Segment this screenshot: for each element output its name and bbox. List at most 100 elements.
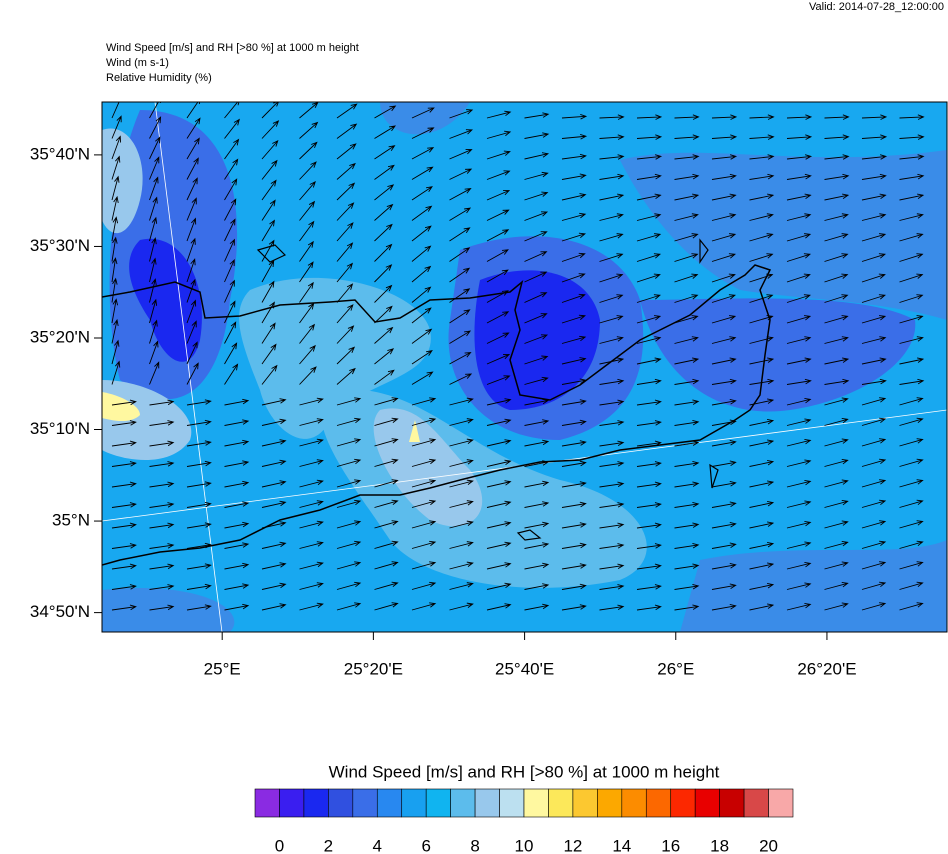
wind-arrow	[599, 563, 625, 570]
wind-arrow	[336, 561, 362, 570]
wind-arrow	[411, 286, 432, 303]
wind-arrow	[899, 479, 924, 488]
wind-arrow	[749, 173, 775, 180]
wind-arrow	[149, 584, 175, 590]
wind-arrow	[374, 305, 393, 324]
wind-arrow	[299, 141, 318, 160]
wind-arrow	[149, 319, 158, 344]
lon-tick-label: 25°20'E	[344, 659, 403, 678]
wind-arrow	[149, 543, 175, 549]
wind-arrow	[486, 541, 512, 549]
wind-arrow	[224, 603, 250, 611]
wind-arrow	[674, 378, 700, 385]
wind-arrow	[899, 315, 924, 324]
wind-arrow	[111, 216, 119, 242]
wind-arrow	[186, 440, 212, 447]
wind-arrow	[336, 367, 356, 385]
wind-arrow	[599, 357, 625, 365]
wind-arrow	[786, 233, 812, 242]
wind-arrow	[336, 397, 362, 406]
wind-arrow	[861, 540, 887, 549]
wind-arrow	[449, 500, 474, 508]
wind-arrow	[711, 273, 736, 283]
wind-arrow	[486, 332, 510, 344]
wind-arrow	[899, 581, 924, 590]
wind-arrow	[786, 294, 811, 303]
wind-arrow	[261, 199, 276, 221]
wind-arrow	[524, 419, 550, 426]
colorbar-title: Wind Speed [m/s] and RH [>80 %] at 1000 …	[329, 762, 720, 781]
colorbar-box	[279, 788, 305, 818]
wind-arrow	[336, 304, 354, 324]
wind-arrow	[111, 461, 137, 467]
wind-arrow	[224, 480, 250, 488]
wind-arrow	[861, 233, 887, 242]
wind-arrow	[561, 134, 588, 140]
wind-arrow	[111, 360, 121, 385]
wind-arrow	[374, 369, 395, 385]
field-region	[239, 277, 431, 439]
wind-arrow	[711, 378, 737, 385]
wind-arrow	[149, 237, 157, 262]
wind-arrow	[224, 178, 238, 201]
wind-arrow	[636, 584, 662, 590]
wind-arrow	[149, 340, 159, 365]
wind-arrow	[524, 480, 550, 488]
header-line: Relative Humidity (%)	[106, 72, 212, 84]
colorbar-box	[548, 788, 574, 818]
wind-arrow	[599, 420, 625, 426]
wind-arrow	[149, 116, 162, 139]
wind-arrow	[524, 501, 550, 508]
wind-arrow	[786, 582, 812, 590]
colorbar-box	[499, 788, 525, 818]
wind-arrow	[899, 378, 925, 385]
wind-arrow	[411, 225, 432, 242]
wind-arrow	[111, 399, 137, 406]
wind-arrow	[524, 542, 550, 549]
wind-arrow	[711, 253, 736, 262]
wind-arrow	[674, 154, 700, 160]
wind-arrow	[786, 134, 813, 140]
wind-arrow	[374, 145, 396, 160]
colorbar-tick-label: 2	[324, 836, 333, 854]
wind-arrow	[561, 193, 587, 201]
wind-arrow	[561, 153, 587, 160]
field-region	[409, 420, 420, 442]
wind-arrow	[636, 336, 662, 344]
wind-arrow	[449, 129, 473, 139]
wind-arrow	[786, 438, 812, 447]
wind-arrow	[636, 420, 662, 426]
wind-arrow	[374, 203, 394, 221]
wind-arrow	[186, 604, 212, 611]
wind-arrow	[749, 357, 775, 365]
wind-arrow	[786, 397, 812, 406]
wind-arrow	[186, 299, 197, 324]
wind-arrow	[149, 399, 175, 406]
wind-arrow	[374, 499, 399, 508]
colorbar-box	[694, 788, 720, 818]
wind-arrow	[711, 134, 738, 140]
wind-arrow	[449, 479, 474, 488]
axes: 35°40'N 35°30'N 35°20'N 35°10'N 35°N 34°50'N 2…	[30, 144, 857, 678]
wind-arrow	[749, 336, 774, 344]
wind-arrow	[899, 397, 924, 406]
wind-arrow	[561, 293, 586, 303]
wind-arrow	[524, 562, 550, 570]
wind-arrow	[224, 198, 237, 221]
wind-arrow	[336, 540, 362, 549]
wind-arrow	[561, 252, 586, 262]
wind-arrow	[299, 366, 317, 385]
wind-arrow	[674, 583, 700, 590]
colorbar-tick-label: 4	[373, 836, 382, 854]
wind-arrow	[299, 261, 314, 283]
wind-arrow	[111, 195, 119, 221]
wind-arrow	[711, 399, 737, 406]
wind-arrow	[749, 439, 775, 447]
wind-arrows	[111, 102, 925, 611]
wind-arrow	[749, 273, 774, 283]
wind-arrow	[186, 157, 199, 180]
wind-arrow	[149, 522, 175, 529]
field-region	[474, 270, 600, 410]
wind-arrow	[824, 378, 850, 385]
wind-arrow	[336, 602, 362, 611]
